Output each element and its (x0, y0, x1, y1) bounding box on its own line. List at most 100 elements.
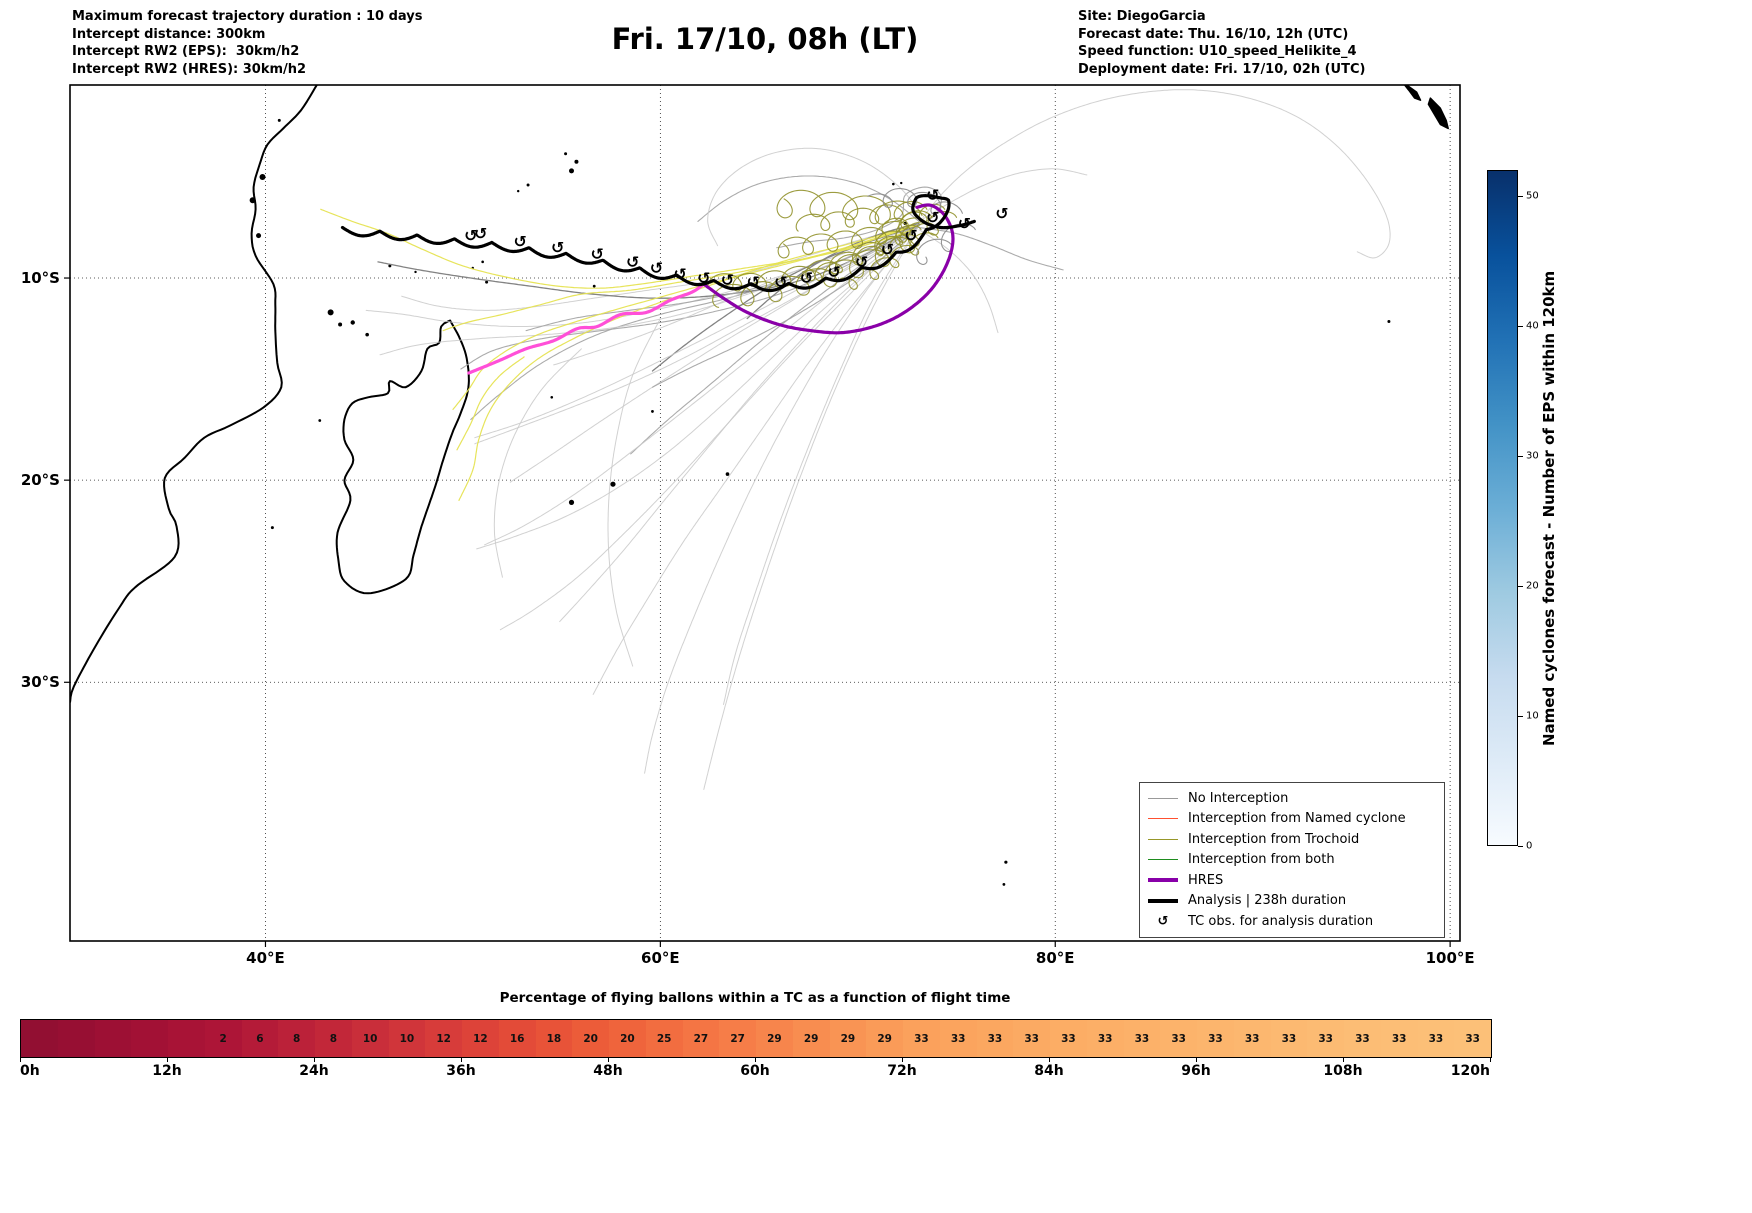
legend-label: Interception from Named cyclone (1188, 811, 1406, 827)
flight-bar-tick-mark (608, 1057, 609, 1062)
flight-bar-cell: 25 (645, 1020, 683, 1057)
x-tick-label: 40°E (246, 949, 285, 967)
eps-count-colorbar (1487, 170, 1518, 846)
flight-bar-cell: 29 (866, 1020, 903, 1057)
flight-bar-cell: 33 (1086, 1020, 1124, 1057)
flight-bar-cell (94, 1020, 132, 1057)
flight-bar-cell: 33 (1197, 1020, 1234, 1057)
flight-bar-cell: 33 (1380, 1020, 1418, 1057)
legend-line (1148, 838, 1178, 840)
island-dot (388, 264, 392, 268)
tc-obs-icon: ↺ (800, 269, 813, 288)
flight-bar-cell: 33 (1454, 1020, 1491, 1057)
legend-line-swatch (1148, 838, 1178, 840)
legend-line-swatch (1148, 859, 1178, 861)
trajectories (320, 89, 1391, 790)
legend: No Interception Interception from Named c… (1139, 782, 1445, 938)
island-shape (1403, 85, 1422, 101)
island-dot (327, 309, 334, 316)
colorbar-tick-mark (1518, 196, 1523, 197)
trajectory-no-interception (499, 225, 920, 631)
trajectory-no-interception (525, 224, 920, 332)
island-dot (610, 481, 616, 487)
x-tick-label: 100°E (1425, 949, 1475, 967)
trajectory-trochoid (776, 189, 923, 225)
legend-label: HRES (1188, 872, 1224, 888)
flight-bar-cell: 33 (903, 1020, 940, 1057)
colorbar-tick-label: 40 (1526, 320, 1539, 332)
flight-bar-cell: 33 (1123, 1020, 1161, 1057)
trajectory-no-interception (703, 225, 920, 790)
island-dot (414, 270, 417, 274)
flight-bar-cell: 18 (535, 1020, 573, 1057)
info-line-site: Site: DiegoGarcia (1078, 9, 1206, 24)
flight-bar-cell: 33 (1417, 1020, 1455, 1057)
flight-bar-tick-mark (1343, 1057, 1344, 1062)
plot-border (69, 84, 1461, 942)
tc-obs-icon: ↺ (673, 264, 686, 283)
colorbar-tick-mark (1518, 586, 1523, 587)
trajectory-no-interception (707, 147, 922, 247)
info-line-forecast-date: Forecast date: Thu. 16/10, 12h (UTC) (1078, 26, 1349, 42)
colorbar-tick-label: 50 (1526, 190, 1539, 202)
island-dot (350, 320, 355, 325)
flight-bar-cell (168, 1020, 205, 1057)
trajectory-trochoid (707, 217, 928, 292)
island-dot (1004, 860, 1008, 864)
legend-line-swatch (1148, 898, 1178, 903)
flight-bar-cell: 33 (1270, 1020, 1308, 1057)
legend-line-swatch (1148, 878, 1178, 883)
flight-bar-tick-mark (167, 1057, 168, 1062)
legend-item: Interception from Named cyclone (1148, 809, 1436, 830)
colorbar-tick-label: 10 (1526, 710, 1539, 722)
trajectory-trochoid (795, 200, 928, 232)
trajectory-no-interception (918, 226, 1064, 271)
trajectory-no-interception (493, 348, 582, 578)
y-tick-label: 30°S (20, 673, 60, 692)
colorbar-tick-mark (1518, 846, 1523, 847)
flight-bar-cell: 29 (829, 1020, 867, 1057)
trajectory-no-interception (607, 318, 661, 667)
x-tick-label: 60°E (641, 949, 680, 967)
tc-obs-icon: ↺ (1157, 913, 1169, 929)
flight-bar-cell: 33 (1307, 1020, 1344, 1057)
tc-obs-icon: ↺ (650, 258, 663, 277)
flight-bar-tick-mark (1196, 1057, 1197, 1062)
island-dot (900, 181, 903, 185)
trajectory-trochoid (802, 224, 922, 282)
island-dot (526, 183, 530, 187)
trajectory-no-interception (697, 175, 920, 222)
island-dot (592, 284, 596, 288)
island-dot (568, 499, 575, 505)
flight-bar-title: Percentage of flying ballons within a TC… (499, 990, 1011, 1006)
legend-label: No Interception (1188, 790, 1289, 806)
info-line-speed-function: Speed function: U10_speed_Helikite_4 (1078, 44, 1357, 59)
legend-label: Interception from both (1188, 852, 1335, 868)
trajectory-no-interception (918, 229, 999, 334)
flight-bar-cell (57, 1020, 95, 1057)
trajectory-no-interception (918, 168, 1088, 222)
flight-bar-cell (21, 1020, 58, 1057)
tc-obs-icon: ↺ (926, 208, 939, 227)
trajectory-map-canvas: ↺↺ ↺ ↺ ↺ ↺ ↺ ↺ ↺ ↺ ↺ ↺ ↺ ↺↺↺↺↺↺↺↺ (64, 84, 1461, 947)
legend-item: ↺ TC obs. for analysis duration (1148, 911, 1436, 932)
legend-item: Interception from both (1148, 850, 1436, 871)
trajectory-no-interception (474, 225, 920, 439)
hres-trajectory (467, 282, 706, 375)
flight-bar-cell: 29 (792, 1020, 830, 1057)
legend-line (1148, 797, 1178, 799)
flight-bar-cell: 16 (498, 1020, 536, 1057)
trajectory-faded-member (456, 356, 525, 451)
colorbar-tick-label: 0 (1526, 840, 1533, 852)
trajectory-faded-member (458, 230, 894, 501)
colorbar-tick-mark (1518, 326, 1523, 327)
island-dot (338, 322, 343, 327)
island-dot (574, 159, 579, 164)
flight-bar-cell (131, 1020, 168, 1057)
flight-bar-hour-label: 84h (1034, 1063, 1064, 1079)
tc-obs-icon: ↺ (774, 273, 787, 292)
legend-line (1148, 878, 1178, 883)
flight-bar-tick-mark (902, 1057, 903, 1062)
tc-obs-icon: ↺ (995, 204, 1008, 223)
legend-item: Interception from Trochoid (1148, 829, 1436, 850)
